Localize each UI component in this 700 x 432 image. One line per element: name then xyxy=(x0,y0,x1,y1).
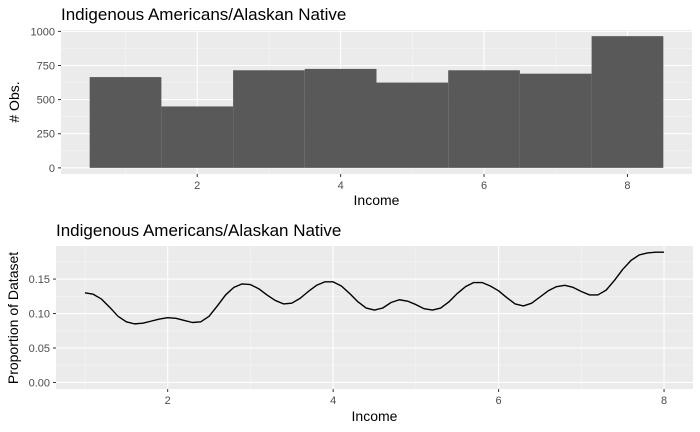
grid xyxy=(56,246,693,389)
x-tick-label: 6 xyxy=(481,180,487,192)
bar-income-7 xyxy=(519,73,592,168)
bar-income-4 xyxy=(304,68,377,168)
x-tick-label: 8 xyxy=(661,395,667,407)
y-axis-title: # Obs. xyxy=(6,81,22,122)
y-tick-label: 0.10 xyxy=(29,309,50,321)
density-line-series xyxy=(84,251,665,325)
x-tick-label: 4 xyxy=(330,395,336,407)
chart-title: Indigenous Americans/Alaskan Native xyxy=(56,221,341,240)
plot-panel xyxy=(56,246,693,389)
x-axis: 2 4 6 8 xyxy=(194,174,631,192)
y-tick-label: 500 xyxy=(37,95,55,107)
x-axis: 2 4 6 8 xyxy=(165,389,667,407)
bars xyxy=(89,36,664,168)
bar-income-1 xyxy=(89,77,162,168)
x-tick-label: 8 xyxy=(624,180,630,192)
y-tick-label: 0.05 xyxy=(29,343,50,355)
bar-chart: Indigenous Americans/Alaskan Native 2 4 6 8… xyxy=(6,5,692,208)
bar-income-3 xyxy=(233,70,305,168)
y-axis-title: Proportion of Dataset xyxy=(5,252,21,384)
y-tick-label: 0 xyxy=(49,163,55,175)
y-axis: 0.00 0.05 0.10 0.15 xyxy=(29,274,56,389)
y-tick-label: 0.00 xyxy=(29,377,50,389)
line-chart: Indigenous Americans/Alaskan Native 2 4 6 8… xyxy=(5,221,693,424)
y-axis: 0 250 500 750 1000 xyxy=(31,26,61,175)
x-axis-title: Income xyxy=(354,192,400,208)
chart-title: Indigenous Americans/Alaskan Native xyxy=(61,5,346,24)
y-tick-label: 0.15 xyxy=(29,274,50,286)
y-tick-label: 250 xyxy=(37,129,55,141)
y-tick-label: 750 xyxy=(37,60,55,72)
y-tick-label: 1000 xyxy=(31,26,55,38)
x-tick-label: 6 xyxy=(496,395,502,407)
density-line xyxy=(84,251,665,325)
bar-income-5 xyxy=(376,82,449,168)
x-tick-label: 4 xyxy=(338,180,344,192)
x-tick-label: 2 xyxy=(194,180,200,192)
bar-income-8 xyxy=(591,36,664,168)
x-tick-label: 2 xyxy=(165,395,171,407)
bar-income-2 xyxy=(161,106,234,168)
x-axis-title: Income xyxy=(352,408,398,424)
bar-income-6 xyxy=(448,70,520,168)
